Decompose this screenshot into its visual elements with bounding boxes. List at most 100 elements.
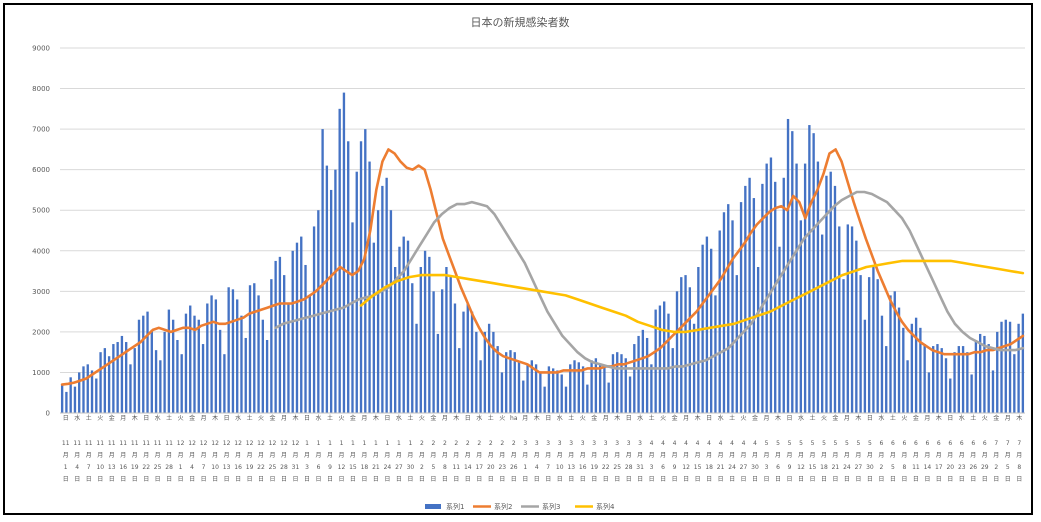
x-tick-text: 土 (809, 414, 815, 422)
x-tick-text: 月 (683, 452, 689, 459)
x-tick-text: 日 (442, 476, 448, 483)
y-tick-label: 6000 (32, 166, 50, 174)
x-tick-text: 22 (602, 464, 610, 471)
x-tick-label: 月 1 月 18 日 (361, 415, 369, 483)
x-tick-text: 6 (879, 440, 883, 447)
x-tick-text: 日 (591, 476, 597, 483)
x-tick-text: ha (510, 415, 518, 422)
x-tick-text: 日 (419, 476, 425, 483)
x-tick-text: 24 (843, 464, 851, 471)
x-tick-text: 5 (856, 440, 860, 447)
bar (462, 311, 465, 413)
x-tick-text: 5 (891, 464, 895, 471)
x-tick-text: 5 (1006, 464, 1010, 471)
x-tick-text: 木 (534, 414, 540, 422)
bar (513, 352, 516, 413)
bar (692, 323, 696, 413)
x-tick-label: 火 12 月 22 日 (257, 415, 265, 483)
x-tick-label: 火 2 月 23 日 (498, 415, 506, 483)
x-tick-text: 28 (625, 464, 633, 471)
x-tick-text: 木 (936, 414, 942, 422)
bar (210, 295, 213, 413)
x-tick-text: 20 (946, 464, 954, 471)
x-tick-text: 日 (947, 476, 953, 483)
x-tick-text: 月 (315, 452, 321, 459)
bar (1013, 354, 1016, 413)
legend-label: 系列2 (494, 502, 512, 511)
bar (769, 157, 773, 413)
bar (739, 202, 743, 413)
x-tick-text: 月 (580, 452, 586, 459)
x-tick-text: 1 (179, 464, 183, 471)
x-tick-text: 日 (224, 476, 230, 483)
x-tick-label: 水 3 月 31 日 (636, 414, 644, 483)
bar (983, 335, 986, 413)
x-tick-text: 4 (684, 440, 688, 447)
bar (394, 267, 397, 413)
bar (1004, 319, 1007, 413)
x-tick-text: 日 (798, 476, 804, 483)
x-tick-text: 1 (408, 440, 412, 447)
x-tick-text: 日 (304, 476, 310, 483)
x-tick-text: 12 (797, 464, 805, 471)
x-tick-text: 月 (1005, 452, 1011, 459)
x-tick-text: 日 (465, 476, 471, 483)
bar (133, 348, 136, 413)
x-tick-text: 月 (534, 452, 540, 459)
bar (419, 267, 422, 413)
x-tick-text: 日 (626, 415, 632, 422)
x-tick-text: 13 (223, 464, 231, 471)
x-tick-label: 火 12 月 1 日 (177, 415, 185, 483)
bar (398, 246, 401, 413)
x-tick-text: 11 (142, 440, 150, 447)
bar (176, 340, 179, 413)
x-tick-text: 月 (201, 415, 207, 422)
x-tick-text: 日 (982, 476, 988, 483)
x-tick-text: 水 (798, 414, 804, 422)
x-tick-label: 火 11 月 10 日 (96, 415, 104, 483)
bar (684, 275, 687, 413)
bar (791, 131, 794, 413)
x-tick-text: 6 (914, 440, 918, 447)
x-tick-text: 5 (845, 440, 849, 447)
bar (594, 358, 598, 413)
bar (641, 329, 645, 413)
bar (829, 171, 832, 413)
x-tick-text: 5 (811, 440, 815, 447)
bar (82, 366, 85, 413)
bar (978, 333, 982, 413)
x-tick-text: 月 (384, 452, 390, 459)
x-tick-text: 12 (682, 464, 690, 471)
x-tick-text: 1 (385, 440, 389, 447)
x-tick-text: 月 (970, 452, 976, 459)
x-tick-text: 月 (189, 452, 195, 459)
bar (910, 323, 914, 413)
x-tick-text: 1 (523, 464, 527, 471)
bar (564, 386, 568, 413)
x-tick-label: 金 6 月 11 日 (912, 414, 920, 483)
x-tick-text: 月 (453, 452, 459, 459)
bar (880, 315, 884, 413)
bar (731, 220, 734, 413)
x-tick-text: 5 (833, 440, 837, 447)
x-tick-text: 日 (993, 476, 999, 483)
bar (445, 267, 448, 413)
bar (321, 129, 324, 414)
x-tick-text: 日 (396, 476, 402, 483)
x-tick-text: 水 (315, 414, 321, 422)
x-tick-text: 月 (292, 452, 298, 459)
bar (735, 275, 738, 413)
x-tick-text: 日 (224, 415, 230, 422)
x-tick-text: 月 (258, 452, 264, 459)
bar (385, 177, 388, 413)
x-tick-text: 水 (155, 414, 161, 422)
x-tick-text: 月 (683, 415, 689, 422)
x-tick-text: 13 (108, 464, 116, 471)
x-tick-label: 火 5 月 18 日 (820, 415, 828, 483)
bar (300, 236, 303, 413)
x-tick-text: 12 (246, 440, 254, 447)
x-tick-text: 5 (788, 440, 792, 447)
x-tick-text: 11 (131, 440, 139, 447)
line-系列4 (359, 259, 1025, 334)
x-tick-text: 月 (832, 452, 838, 459)
